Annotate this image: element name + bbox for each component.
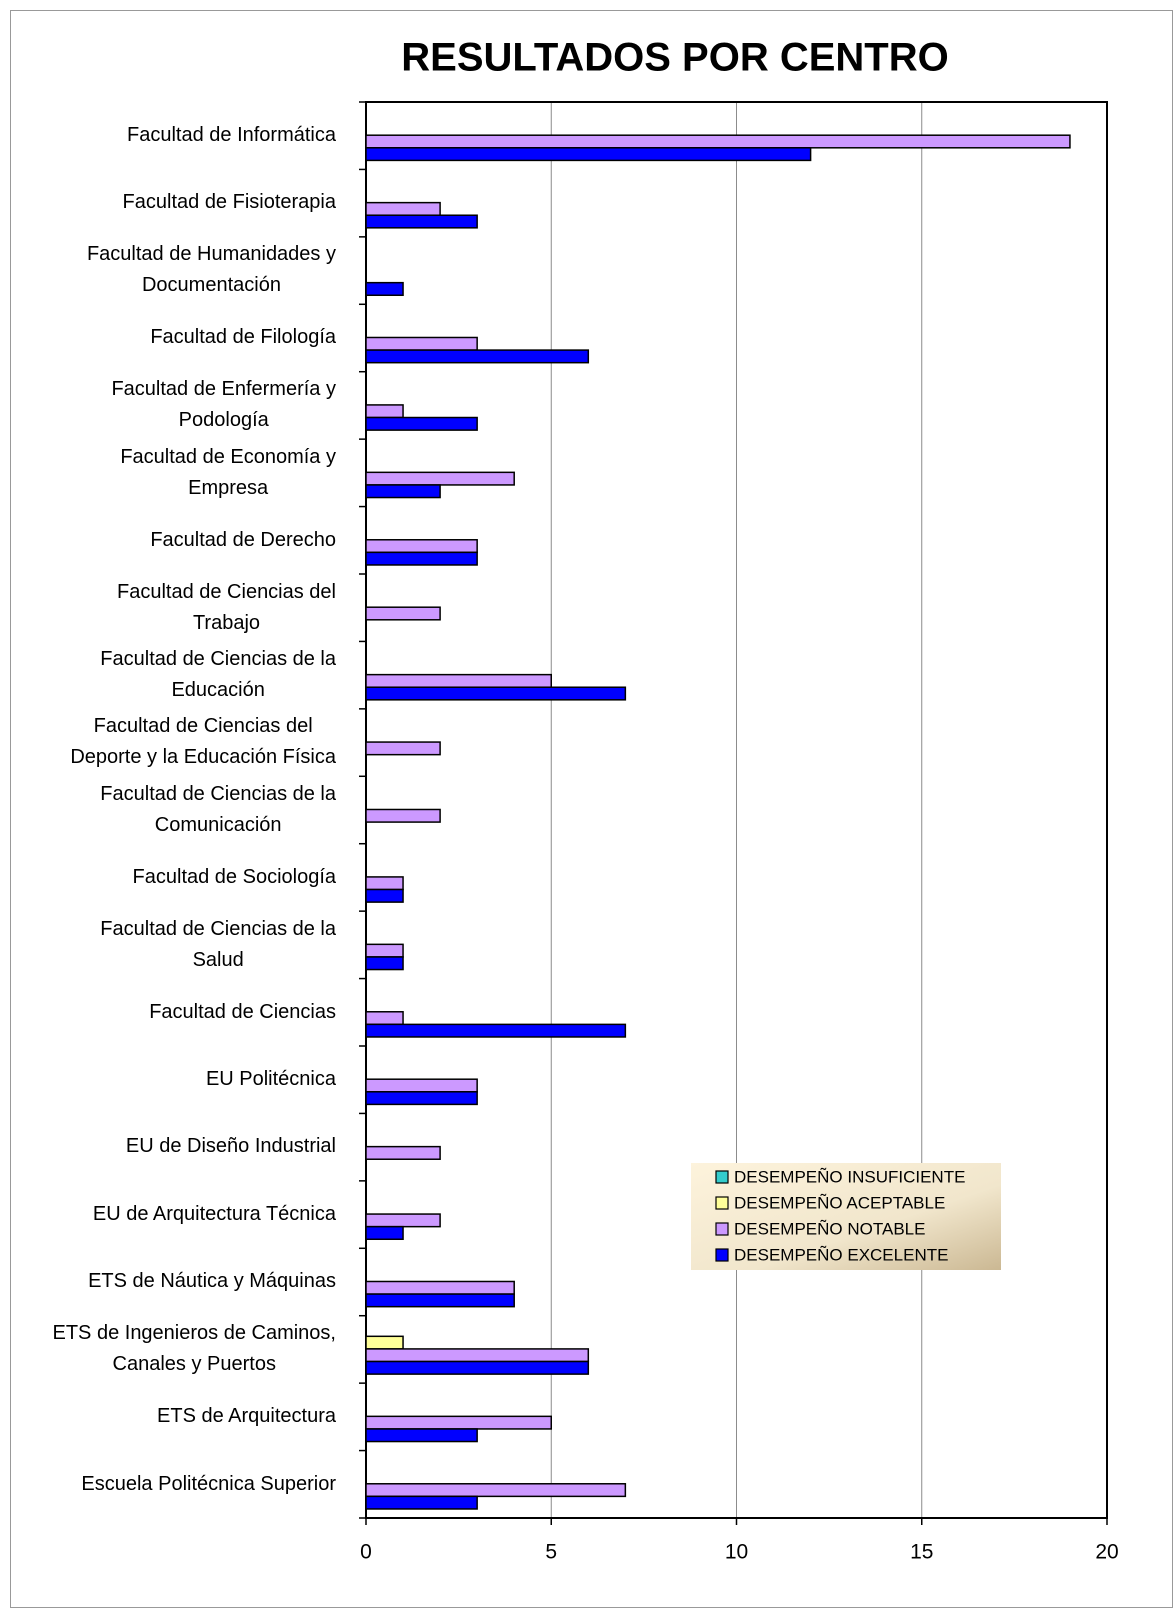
y-tick-label: ETS de Náutica y Máquinas: [88, 1270, 336, 1293]
bar: [365, 539, 478, 554]
bar: [365, 214, 478, 229]
category-label-box: Facultad de Enfermería y Podología: [0, 372, 336, 439]
bar: [365, 336, 478, 351]
bar: [365, 484, 441, 499]
x-tick-label: 20: [1095, 1541, 1118, 1564]
x-tick-label: 5: [545, 1541, 557, 1564]
category-label-box: EU Politécnica: [0, 1046, 336, 1113]
category-label-box: ETS de Ingenieros de Caminos, Canales y …: [0, 1316, 337, 1383]
category-label-box: ETS de Arquitectura: [0, 1383, 336, 1450]
category-label-box: Facultad de Ciencias del Deporte y la Ed…: [0, 709, 336, 776]
y-tick-label: EU Politécnica: [205, 1068, 336, 1090]
bar: [365, 1335, 404, 1350]
bar: [365, 1225, 404, 1241]
category-label-box: Facultad de Informática: [0, 102, 336, 169]
y-tick-label: Facultad de Ciencias de la Comunicación: [100, 782, 336, 836]
y-tick-label: Facultad de Ciencias de la Salud: [100, 917, 336, 971]
y-tick-label: Facultad de Ciencias de la Educación: [100, 647, 336, 701]
y-tick-label: Facultad de Ciencias: [149, 1000, 336, 1023]
bar: [365, 1213, 441, 1228]
bar: [365, 1293, 515, 1308]
category-label-box: Facultad de Derecho: [0, 507, 336, 574]
bar: [365, 1078, 478, 1093]
bar: [365, 147, 812, 162]
category-label-box: EU de Diseño Industrial: [0, 1113, 336, 1180]
y-tick-label: Facultad de Ciencias del Deporte y la Ed…: [70, 715, 336, 769]
category-label-box: EU de Arquitectura Técnica: [0, 1181, 336, 1248]
category-label-box: Facultad de Ciencias del Trabajo: [0, 574, 336, 641]
bar: [365, 876, 404, 891]
category-label-box: Facultad de Ciencias de la Salud: [0, 911, 336, 978]
bar: [365, 1348, 590, 1363]
bar: [365, 1091, 478, 1106]
bar: [365, 551, 478, 566]
bar: [365, 943, 404, 958]
category-label-box: Facultad de Sociología: [0, 844, 336, 911]
bar: [365, 673, 552, 688]
bar: [365, 1023, 627, 1038]
y-tick-label: Facultad de Ciencias del Trabajo: [116, 580, 336, 634]
category-label-box: Facultad de Fisioterapia: [0, 169, 336, 236]
y-tick-label: Facultad de Derecho: [150, 528, 336, 551]
x-tick-label: 10: [725, 1541, 748, 1564]
category-label-box: Facultad de Ciencias de la Comunicación: [0, 776, 336, 843]
bar: [365, 134, 1071, 149]
bar: [365, 201, 441, 216]
legend-label: DESEMPEÑO ACEPTABLE: [734, 1193, 945, 1212]
category-label-box: Facultad de Humanidades y Documentación: [0, 237, 336, 304]
y-tick-label: Facultad de Humanidades y Documentación: [86, 243, 336, 297]
y-tick-label: Facultad de Sociología: [132, 865, 336, 888]
y-tick-label: ETS de Ingenieros de Caminos, Canales y …: [52, 1322, 337, 1376]
legend-label: DESEMPEÑO EXCELENTE: [734, 1245, 948, 1264]
bar: [365, 1011, 404, 1026]
bar: [365, 606, 441, 621]
y-tick-label: Escuela Politécnica Superior: [81, 1472, 336, 1495]
bar: [365, 1415, 552, 1430]
chart-title: RESULTADOS POR CENTRO: [401, 36, 948, 80]
legend-label: DESEMPEÑO INSUFICIENTE: [734, 1167, 965, 1186]
bar: [365, 1145, 441, 1160]
category-label-box: ETS de Náutica y Máquinas: [0, 1248, 336, 1315]
category-label-box: Facultad de Ciencias de la Educación: [0, 641, 336, 708]
category-label-box: Facultad de Filología: [0, 304, 336, 371]
bar: [365, 1280, 515, 1295]
y-tick-label: Facultad de Filología: [150, 326, 336, 349]
bar: [365, 1495, 478, 1510]
legend-label: DESEMPEÑO NOTABLE: [734, 1219, 925, 1238]
x-tick-label: 0: [360, 1541, 372, 1564]
bar: [365, 349, 590, 364]
y-tick-label: Facultad de Fisioterapia: [122, 191, 336, 214]
legend-box: [691, 1163, 1001, 1270]
y-tick-label: EU de Arquitectura Técnica: [92, 1202, 336, 1225]
bar: [365, 888, 404, 903]
bar: [365, 741, 441, 756]
bar: [365, 416, 478, 431]
bar: [365, 1360, 590, 1375]
y-tick-label: ETS de Arquitectura: [157, 1405, 336, 1428]
y-tick-label: EU de Diseño Industrial: [125, 1135, 336, 1158]
y-tick-label: Facultad de Economía y Empresa: [120, 445, 336, 499]
y-tick-label: Facultad de Enfermería y Podología: [111, 378, 336, 432]
legend-swatch: [715, 1196, 729, 1210]
bar: [365, 471, 515, 486]
legend-swatch: [715, 1170, 729, 1184]
y-tick-label: Facultad de Informática: [127, 124, 336, 146]
bar: [365, 404, 404, 419]
bar: [365, 1428, 478, 1443]
bar: [365, 1483, 627, 1498]
legend-swatch: [715, 1222, 729, 1236]
bar: [365, 686, 627, 701]
category-label-box: Facultad de Economía y Empresa: [0, 439, 336, 506]
x-tick-label: 15: [910, 1541, 933, 1564]
bar: [365, 281, 404, 297]
bar: [365, 956, 404, 971]
category-label-box: Escuela Politécnica Superior: [0, 1451, 336, 1518]
legend-swatch: [715, 1248, 729, 1262]
category-label-box: Facultad de Ciencias: [0, 979, 336, 1046]
bar: [365, 808, 441, 823]
